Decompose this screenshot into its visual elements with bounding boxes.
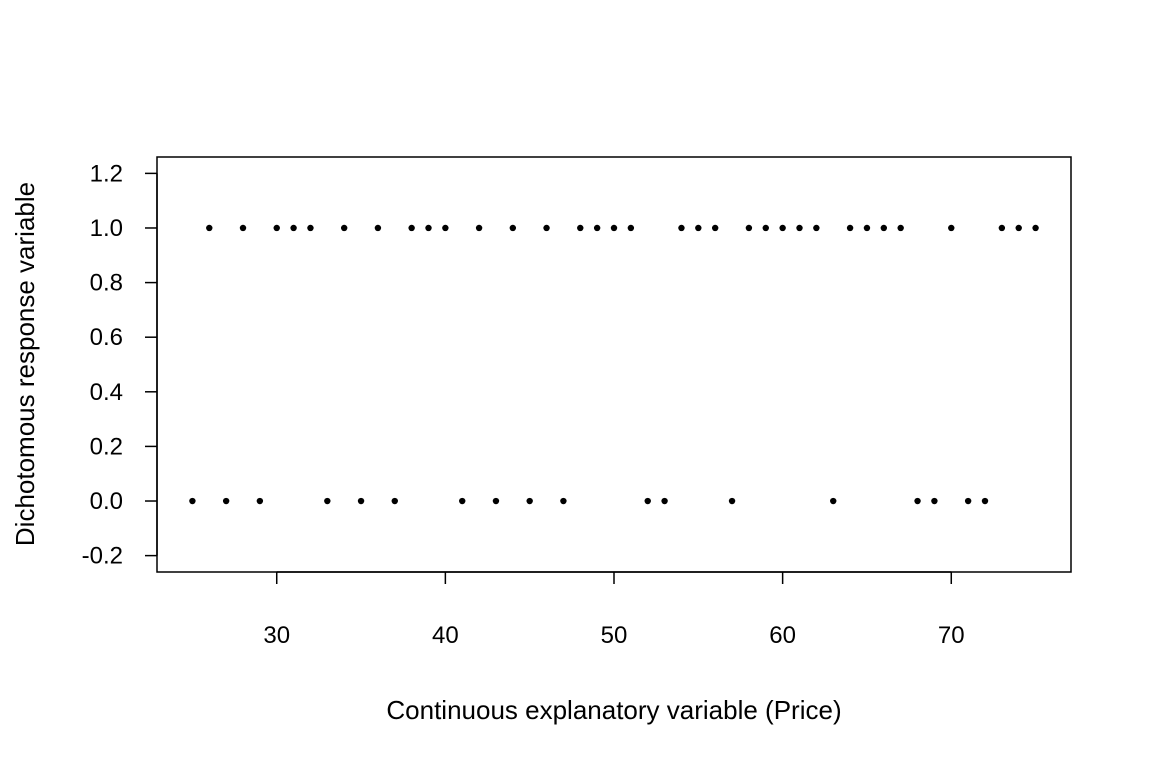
data-point (880, 224, 888, 232)
data-point (239, 224, 247, 232)
data-point (273, 224, 280, 232)
data-point (964, 497, 972, 505)
data-point (914, 497, 921, 505)
y-tick-label: 1.2 (90, 160, 123, 187)
data-point (442, 224, 449, 232)
x-axis: 30 40 50 60 70 (263, 571, 965, 649)
data-point (846, 224, 854, 232)
data-point (796, 224, 803, 232)
data-point (981, 497, 989, 505)
data-point (290, 224, 297, 232)
y-axis: -0.2 0.0 0.2 0.4 0.6 0.8 1.0 1.2 (82, 160, 158, 570)
data-point (222, 497, 230, 505)
data-point (762, 224, 769, 232)
x-tick-label: 50 (601, 622, 628, 649)
data-point (256, 497, 264, 505)
y-tick-label: 0.8 (90, 270, 123, 297)
x-tick-label: 30 (263, 622, 290, 649)
plot-frame (156, 156, 1072, 573)
data-point (745, 224, 753, 232)
data-point (357, 497, 365, 505)
data-point (509, 224, 517, 232)
data-point (897, 224, 904, 232)
data-point (206, 224, 213, 232)
data-point (948, 224, 955, 232)
y-tick-label: 0.4 (90, 379, 123, 406)
y-tick-label: 0.0 (90, 488, 123, 515)
y-axis-title: Dichotomous response variable (10, 182, 40, 546)
data-point (340, 224, 348, 232)
data-point (678, 224, 685, 232)
data-point (560, 497, 567, 505)
data-point (374, 224, 382, 232)
x-tick-label: 60 (769, 622, 796, 649)
x-tick-label: 40 (432, 622, 459, 649)
data-point (1015, 224, 1022, 232)
data-point (711, 224, 719, 232)
data-point (644, 497, 651, 505)
x-axis-title: Continuous explanatory variable (Price) (386, 695, 841, 725)
y-tick-label: 0.6 (90, 324, 123, 351)
data-point (1032, 224, 1039, 232)
data-point (408, 224, 415, 232)
y-tick-label: -0.2 (82, 543, 123, 570)
data-point (324, 497, 331, 505)
data-point (593, 224, 601, 232)
data-point (459, 497, 466, 505)
data-point (307, 224, 314, 232)
data-point (189, 497, 196, 505)
data-point (492, 497, 500, 505)
data-point (610, 224, 618, 232)
data-point (577, 224, 584, 232)
data-points (189, 224, 1039, 505)
data-point (779, 224, 786, 232)
data-point (695, 224, 702, 232)
data-point (998, 224, 1006, 232)
data-point (475, 224, 483, 232)
y-tick-label: 1.0 (90, 215, 123, 242)
data-point (526, 497, 533, 505)
data-point (391, 497, 398, 505)
data-point (863, 224, 871, 232)
y-tick-label: 0.2 (90, 433, 123, 460)
data-point (627, 224, 635, 232)
data-point (931, 497, 938, 505)
data-point (830, 497, 837, 505)
x-tick-label: 70 (938, 622, 965, 649)
data-point (813, 224, 820, 232)
data-point (728, 497, 736, 505)
data-point (661, 497, 668, 505)
data-point (425, 224, 432, 232)
data-point (543, 224, 550, 232)
